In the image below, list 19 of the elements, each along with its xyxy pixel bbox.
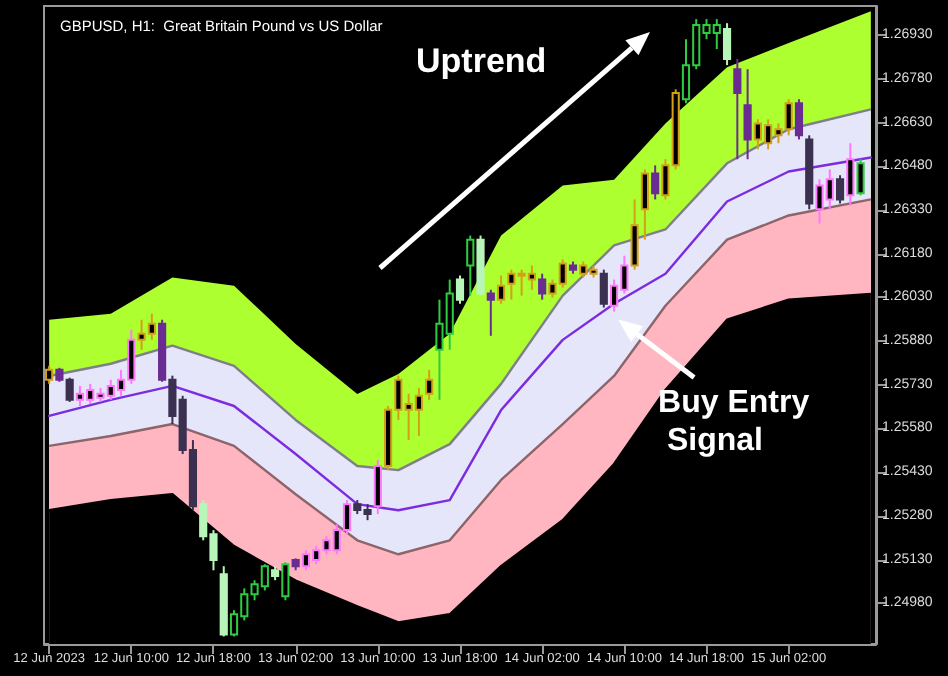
candlestick — [455, 274, 465, 305]
candlestick — [65, 376, 74, 403]
candlestick — [794, 98, 804, 141]
annotation: Uptrend — [416, 42, 547, 80]
candlestick — [835, 174, 845, 205]
candlestick — [651, 164, 660, 201]
candlestick — [743, 68, 752, 161]
candlestick — [640, 168, 649, 241]
candlestick — [486, 288, 495, 337]
candlestick — [497, 274, 506, 305]
annotation: Buy Entry Signal — [658, 385, 810, 458]
candlestick — [538, 272, 547, 301]
candlestick — [425, 368, 434, 401]
candlestick — [599, 268, 608, 309]
candlestick — [733, 58, 742, 161]
line-series — [47, 156, 873, 512]
candlestick — [466, 234, 475, 297]
candlestick — [722, 22, 732, 67]
candlestick — [281, 561, 290, 602]
